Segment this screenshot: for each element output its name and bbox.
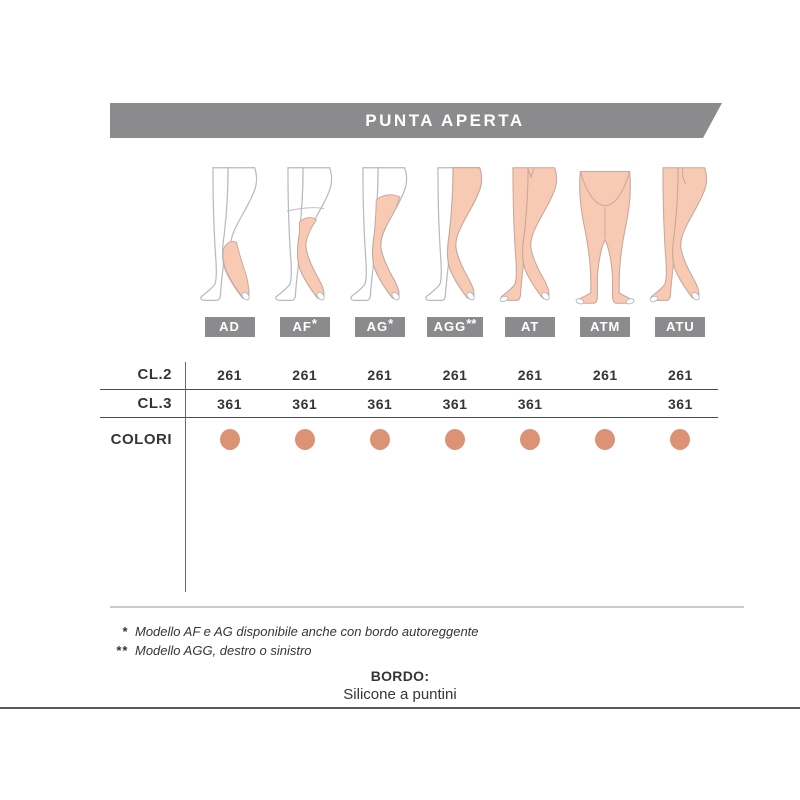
cl2-value-atu: 261 [667, 366, 693, 383]
row-label-cl3: CL.3 [137, 395, 172, 412]
color-dot-cell-agg [417, 428, 492, 450]
bordo-title: BORDO: [370, 668, 430, 684]
table-row-cl3: CL.3 361 361 361 361 361 361 [100, 390, 718, 418]
color-swatch-dot [670, 428, 691, 450]
table-row-cl2: CL.2 261 261 261 261 261 261 261 [100, 360, 718, 390]
color-dot-cell-at [493, 428, 568, 450]
punta-aperta-banner: PUNTA APERTA [110, 103, 722, 138]
bottom-divider-line [0, 707, 800, 709]
leg-figure-atm [568, 160, 643, 310]
model-chip-at: AT [505, 317, 556, 337]
cl2-value-at: 261 [517, 366, 543, 383]
leg-figure-agg [417, 160, 492, 310]
table-row-colori: COLORI [100, 419, 718, 459]
model-label-cell-agg: AGG** [417, 317, 492, 337]
table-vertical-divider [185, 362, 186, 592]
color-swatch-dot [595, 428, 616, 450]
leg-illustration-icon [274, 167, 332, 301]
footnote-text: Modello AF e AG disponibile anche con bo… [135, 624, 479, 639]
row-label-cl2: CL.2 [137, 366, 172, 383]
cl3-value-agg: 361 [442, 395, 468, 412]
cl3-value-ad: 361 [217, 395, 242, 412]
footnote-text: Modello AGG, destro o sinistro [135, 643, 312, 658]
color-swatch-dot [219, 428, 240, 450]
cl3-value-atu: 361 [667, 395, 693, 412]
model-chip-agg: AGG** [426, 316, 484, 337]
color-dot-cell-atu [643, 428, 718, 450]
leg-figure-atu [643, 160, 718, 310]
leg-illustration-icon [575, 171, 635, 305]
leg-figure-at [493, 160, 568, 310]
model-chip-atm: ATM [580, 317, 631, 337]
leg-illustration-icon [650, 167, 708, 303]
model-label-cell-ad: AD [192, 317, 267, 337]
model-label-cell-ag: AG* [342, 317, 417, 337]
model-chip-ag: AG* [354, 316, 405, 337]
color-dot-cell-ag [342, 428, 417, 450]
cl2-value-af: 261 [292, 366, 318, 383]
bordo-subtitle: Silicone a puntini [343, 686, 457, 703]
cl2-value-ag: 261 [367, 366, 393, 383]
color-swatch-dot [520, 428, 541, 450]
row-label-colori: COLORI [110, 430, 172, 448]
banner-title: PUNTA APERTA [365, 111, 525, 130]
model-label-cell-af: AF* [267, 317, 342, 337]
model-label-cell-at: AT [493, 317, 568, 337]
footnote-marker-sup: * [311, 316, 317, 331]
color-dot-cell-ad [192, 428, 267, 450]
model-label-cell-atm: ATM [568, 317, 643, 337]
cl3-value-at: 361 [517, 395, 543, 412]
model-labels-row: AD AF* AG* AGG** AT ATM ATU [100, 316, 718, 338]
model-chip-atu: ATU [655, 317, 706, 337]
cl3-value-af: 361 [292, 395, 318, 412]
footnote-marker: * [121, 624, 128, 639]
color-dot-cell-atm [568, 428, 643, 450]
footnote-marker: ** [115, 643, 128, 658]
leg-figure-ad [192, 160, 267, 310]
cl2-value-agg: 261 [442, 366, 468, 383]
leg-illustration-icon [499, 167, 558, 303]
footnote-marker-sup: ** [466, 316, 477, 331]
leg-illustration-icon [350, 167, 408, 301]
leg-figures-row [100, 160, 718, 310]
leg-figure-ag [342, 160, 417, 310]
color-swatch-dot [369, 428, 390, 450]
leg-illustration-icon [425, 167, 483, 301]
model-chip-af: AF* [279, 316, 330, 337]
footnote-marker-sup: * [388, 316, 394, 331]
model-chip-ad: AD [204, 317, 255, 337]
footnotes: * Modello AF e AG disponibile anche con b… [104, 622, 479, 660]
cl2-value-atm: 261 [592, 366, 618, 383]
leg-illustration-icon [199, 167, 257, 301]
model-label-cell-atu: ATU [643, 317, 718, 337]
footnote-separator-line [110, 606, 744, 608]
color-swatch-dot [444, 428, 465, 450]
footnote-line-2: ** Modello AGG, destro o sinistro [104, 641, 479, 660]
leg-figure-af [267, 160, 342, 310]
color-dot-cell-af [267, 428, 342, 450]
footnote-line-1: * Modello AF e AG disponibile anche con b… [104, 622, 479, 641]
cl2-value-ad: 261 [217, 366, 242, 383]
cl3-value-ag: 361 [367, 395, 393, 412]
color-swatch-dot [294, 428, 315, 450]
bordo-section: BORDO: Silicone a puntini [0, 668, 800, 703]
